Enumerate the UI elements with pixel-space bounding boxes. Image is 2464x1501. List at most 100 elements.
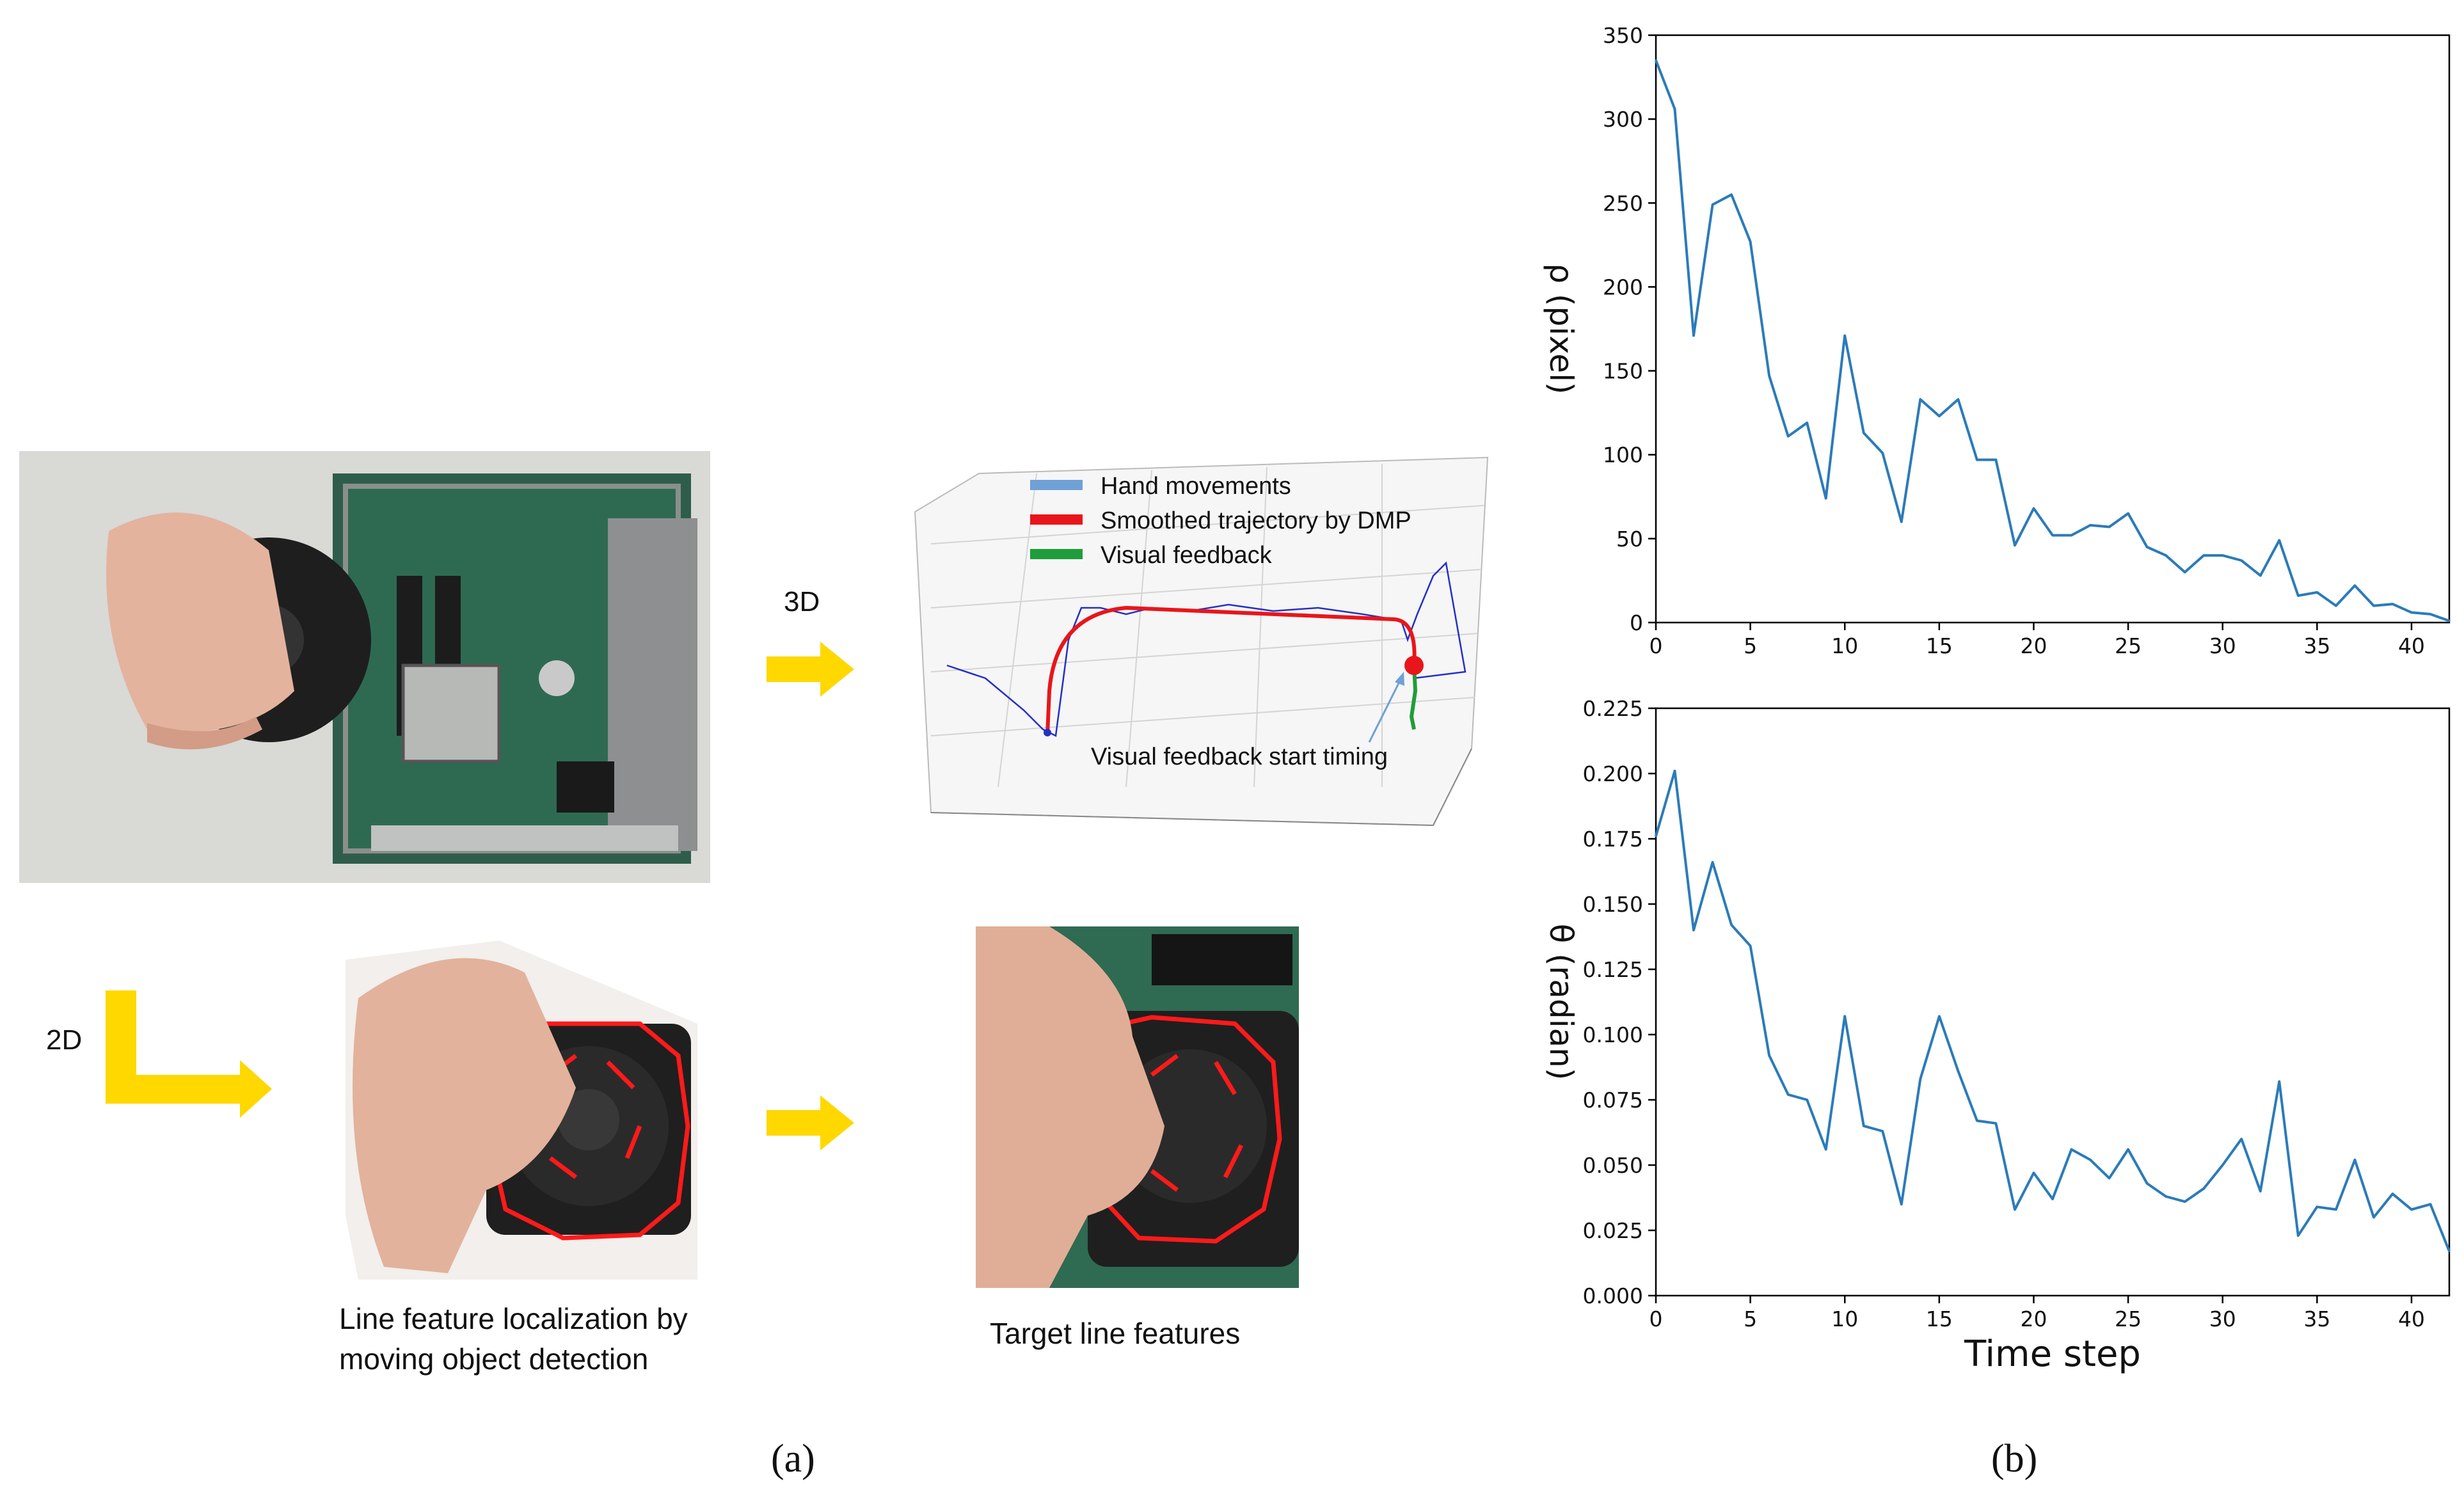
theta-data-point bbox=[2391, 1193, 2394, 1195]
rho-data-point bbox=[1919, 398, 1921, 401]
theta-ytick-label: 0.025 bbox=[1583, 1218, 1643, 1243]
theta-data-point bbox=[1674, 770, 1676, 772]
panel-b-label: (b) bbox=[1991, 1437, 2037, 1481]
label-2d: 2D bbox=[46, 1024, 82, 1056]
theta-data-point bbox=[1938, 1015, 1941, 1017]
theta-data-point bbox=[2222, 1164, 2224, 1166]
rho-data-point bbox=[2353, 584, 2356, 587]
theta-data-point bbox=[1957, 1070, 1959, 1072]
theta-xtick-label: 35 bbox=[2303, 1306, 2330, 1331]
rho-data-point bbox=[2259, 575, 2262, 577]
theta-data-point bbox=[2202, 1187, 2205, 1190]
theta-data-point bbox=[2410, 1208, 2413, 1211]
trajectory-legend: Hand movements Smoothed trajectory by DM… bbox=[1030, 473, 1411, 569]
theta-data-point bbox=[2071, 1148, 2072, 1150]
arrow-target bbox=[767, 1095, 854, 1150]
theta-data-point bbox=[1881, 1130, 1884, 1132]
rho-xtick-label: 40 bbox=[2398, 633, 2425, 658]
theta-xtick-label: 0 bbox=[1649, 1306, 1663, 1331]
theta-data-point bbox=[2089, 1159, 2092, 1161]
panel-a-label: (a) bbox=[771, 1437, 815, 1481]
rho-ylabel: ρ (pixel) bbox=[1543, 264, 1580, 395]
theta-axes-frame bbox=[1655, 707, 2451, 1297]
rho-data-point bbox=[1692, 335, 1695, 337]
theta-xtick-label: 25 bbox=[2115, 1306, 2142, 1331]
rho-xtick-label: 5 bbox=[1744, 633, 1757, 658]
theta-ylabel: θ (radian) bbox=[1543, 924, 1580, 1081]
theta-ytick-label: 0.100 bbox=[1583, 1022, 1643, 1047]
theta-xtick-label: 30 bbox=[2209, 1306, 2236, 1331]
photo-target-features bbox=[976, 926, 1299, 1288]
caption-target: Target line features bbox=[990, 1317, 1240, 1350]
theta-xtick-label: 15 bbox=[1926, 1306, 1953, 1331]
legend-smoothed-trajectory: Smoothed trajectory by DMP bbox=[1101, 507, 1411, 534]
rho-data-point bbox=[1825, 497, 1827, 500]
rho-data-point bbox=[1768, 374, 1770, 377]
photo-line-localization bbox=[346, 941, 697, 1280]
theta-data-point bbox=[2448, 1250, 2451, 1253]
rho-data-point bbox=[2448, 619, 2451, 622]
rho-xtick-label: 35 bbox=[2303, 633, 2330, 658]
rho-data-point bbox=[1863, 432, 1865, 434]
rho-data-point bbox=[1976, 459, 1978, 461]
rho-data-point bbox=[2410, 611, 2413, 614]
theta-ytick-label: 0.175 bbox=[1583, 827, 1643, 852]
theta-xtick-label: 40 bbox=[2398, 1306, 2425, 1331]
theta-data-point bbox=[2278, 1080, 2280, 1083]
theta-data-point bbox=[1900, 1203, 1903, 1205]
theta-data-point bbox=[2184, 1200, 2186, 1203]
theta-data-point bbox=[1712, 861, 1714, 864]
rho-data-point bbox=[1938, 415, 1941, 417]
rho-data-point bbox=[2222, 554, 2224, 557]
theta-data-point bbox=[1806, 1099, 1808, 1101]
rho-data-point bbox=[1749, 241, 1752, 243]
theta-data-point bbox=[1919, 1077, 1921, 1080]
chart-rho: 0 5 10 15 20 25 30 35 40 0 50 100 150 200 250 300 350 ρ (… bbox=[1543, 23, 2451, 658]
rho-data-point bbox=[2033, 507, 2035, 510]
rho-data-point bbox=[2335, 605, 2337, 607]
rho-data-point bbox=[2071, 534, 2072, 537]
photo-motherboard-hand bbox=[19, 451, 710, 883]
theta-data-point bbox=[2146, 1182, 2149, 1185]
rho-ytick-label: 150 bbox=[1603, 359, 1643, 384]
rho-xtick-label: 30 bbox=[2209, 633, 2236, 658]
rho-axes-frame bbox=[1655, 34, 2451, 624]
rho-xtick-label: 20 bbox=[2020, 633, 2047, 658]
theta-series-line bbox=[1655, 769, 2451, 1252]
theta-xtick-label: 20 bbox=[2020, 1306, 2047, 1331]
theta-data-point bbox=[2297, 1234, 2300, 1237]
theta-data-point bbox=[2033, 1171, 2035, 1174]
rho-data-point bbox=[1730, 193, 1733, 196]
legend-swatch-hand bbox=[1030, 480, 1083, 490]
rho-data-point bbox=[2146, 546, 2149, 548]
theta-data-point bbox=[1730, 924, 1733, 926]
rho-data-point bbox=[2240, 559, 2243, 562]
rho-data-point bbox=[2429, 613, 2431, 615]
rho-ytick-label: 200 bbox=[1603, 274, 1643, 299]
rho-data-point bbox=[1712, 203, 1714, 206]
legend-swatch-visual bbox=[1030, 549, 1083, 559]
theta-xlabel: Time step bbox=[1964, 1333, 2141, 1375]
rho-ytick-label: 250 bbox=[1603, 191, 1643, 216]
rho-data-point bbox=[2278, 539, 2280, 541]
rho-data-point bbox=[1806, 422, 1808, 424]
label-3d: 3D bbox=[784, 586, 820, 617]
theta-data-point bbox=[2014, 1208, 2016, 1211]
theta-data-point bbox=[1843, 1015, 1846, 1017]
theta-data-point bbox=[2316, 1205, 2318, 1208]
rho-data-point bbox=[2316, 591, 2318, 594]
theta-data-point bbox=[1692, 929, 1695, 932]
theta-data-point bbox=[2259, 1190, 2262, 1193]
theta-data-point bbox=[2373, 1216, 2375, 1219]
legend-visual-feedback: Visual feedback bbox=[1101, 542, 1273, 569]
legend-swatch-dmp bbox=[1030, 514, 1083, 525]
theta-data-point bbox=[1976, 1120, 1978, 1122]
theta-data-point bbox=[1749, 944, 1752, 947]
theta-data-point bbox=[1825, 1148, 1827, 1150]
theta-ytick-label: 0.125 bbox=[1583, 957, 1643, 982]
arrow-3d bbox=[767, 642, 854, 697]
chart-theta: 0 5 10 15 20 25 30 35 40 0.000 0.025 0.050 0.075 0.10… bbox=[1543, 696, 2451, 1375]
rho-data-point bbox=[2297, 594, 2300, 597]
rho-xtick-label: 15 bbox=[1926, 633, 1953, 658]
